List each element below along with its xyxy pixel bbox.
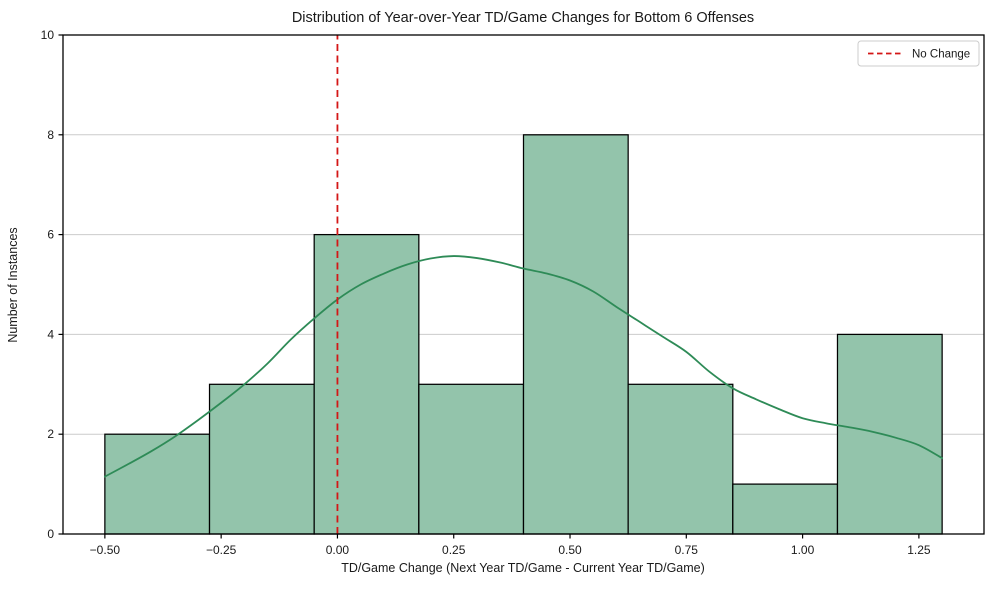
- y-axis-label: Number of Instances: [6, 227, 20, 342]
- y-tick-label: 0: [47, 527, 54, 541]
- x-tick-label: 0.25: [442, 543, 466, 557]
- x-tick-label: 1.25: [907, 543, 931, 557]
- histogram-bar: [418, 383, 525, 535]
- legend-label: No Change: [912, 49, 970, 61]
- x-tick-label: 0.75: [675, 543, 699, 557]
- histogram-bar: [208, 383, 315, 535]
- y-tick-label: 6: [47, 228, 54, 242]
- legend: No Change: [857, 40, 980, 67]
- histogram-bar: [732, 483, 839, 535]
- histogram-bars-layer: [104, 134, 943, 535]
- histogram-bar: [836, 333, 943, 535]
- x-tick-label: 1.00: [791, 543, 815, 557]
- kde-curve-layer: [103, 255, 944, 478]
- kde-curve: [103, 255, 944, 478]
- histogram-bar: [313, 233, 420, 535]
- histogram-bar: [627, 383, 734, 535]
- x-tick-label: 0.00: [326, 543, 350, 557]
- legend-box: [857, 40, 980, 67]
- x-tick-label: 0.50: [558, 543, 582, 557]
- axes-layer: −0.50 −0.25 0.00 0.25 0.50 0.75 1.00 1.25 0 2 4 6 8 1…: [41, 28, 985, 557]
- x-tick-label: −0.25: [206, 543, 237, 557]
- x-axis-label: TD/Game Change (Next Year TD/Game - Curr…: [341, 561, 705, 575]
- histogram-bar: [522, 134, 629, 535]
- plot-spines: [62, 34, 985, 535]
- y-tick-label: 10: [41, 28, 55, 42]
- y-tick-label: 2: [47, 427, 54, 441]
- histogram-bar: [104, 433, 211, 535]
- y-tick-label: 8: [47, 128, 54, 142]
- y-tick-label: 4: [47, 327, 54, 341]
- x-tick-label: −0.50: [90, 543, 121, 557]
- chart-title: Distribution of Year-over-Year TD/Game C…: [292, 10, 754, 26]
